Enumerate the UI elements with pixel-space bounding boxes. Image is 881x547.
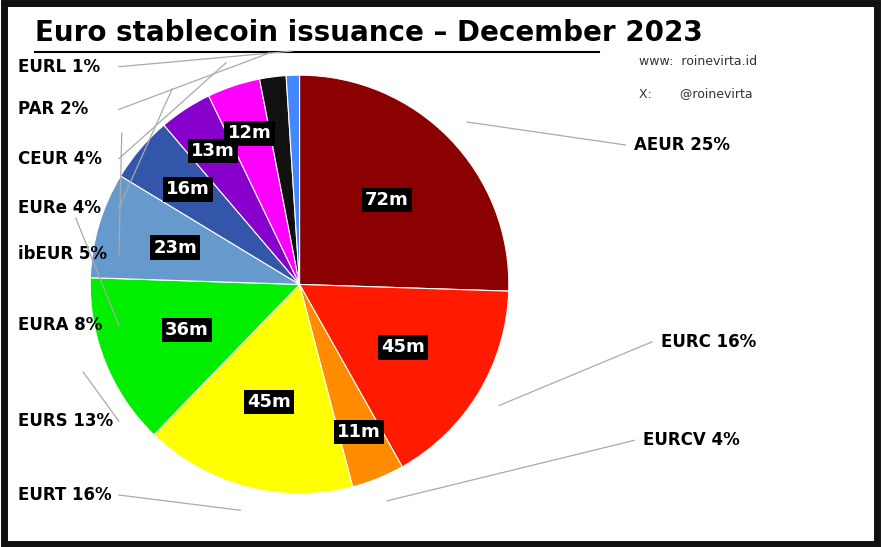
Text: Euro stablecoin issuance – December 2023: Euro stablecoin issuance – December 2023: [35, 19, 703, 47]
Text: EURS 13%: EURS 13%: [18, 412, 113, 430]
Wedge shape: [90, 278, 300, 435]
Text: EURe 4%: EURe 4%: [18, 199, 100, 217]
Text: 45m: 45m: [381, 339, 426, 356]
Wedge shape: [286, 75, 300, 284]
Text: EURL 1%: EURL 1%: [18, 58, 100, 75]
Text: CEUR 4%: CEUR 4%: [18, 150, 101, 167]
Text: X:       @roinevirta: X: @roinevirta: [639, 88, 752, 101]
Text: 23m: 23m: [153, 238, 197, 257]
Text: 11m: 11m: [337, 423, 381, 441]
Wedge shape: [300, 284, 508, 467]
Text: 72m: 72m: [365, 191, 409, 209]
Text: 12m: 12m: [227, 125, 271, 142]
Wedge shape: [164, 96, 300, 284]
Text: EURCV 4%: EURCV 4%: [643, 432, 740, 449]
Text: 36m: 36m: [165, 321, 209, 339]
Wedge shape: [91, 176, 300, 284]
Wedge shape: [300, 284, 403, 487]
Wedge shape: [154, 284, 352, 494]
Wedge shape: [300, 75, 509, 291]
Wedge shape: [121, 125, 300, 284]
Text: PAR 2%: PAR 2%: [18, 101, 88, 118]
Text: www:  roinevirta.id: www: roinevirta.id: [639, 55, 757, 68]
Text: 45m: 45m: [247, 393, 291, 411]
Text: EURC 16%: EURC 16%: [661, 333, 756, 351]
Text: 13m: 13m: [191, 142, 234, 160]
Text: ibEUR 5%: ibEUR 5%: [18, 246, 107, 263]
Text: 16m: 16m: [167, 181, 210, 199]
Wedge shape: [260, 75, 300, 284]
Text: EURA 8%: EURA 8%: [18, 317, 102, 334]
Text: AEUR 25%: AEUR 25%: [634, 136, 730, 154]
Wedge shape: [209, 79, 300, 284]
Text: EURT 16%: EURT 16%: [18, 486, 111, 504]
